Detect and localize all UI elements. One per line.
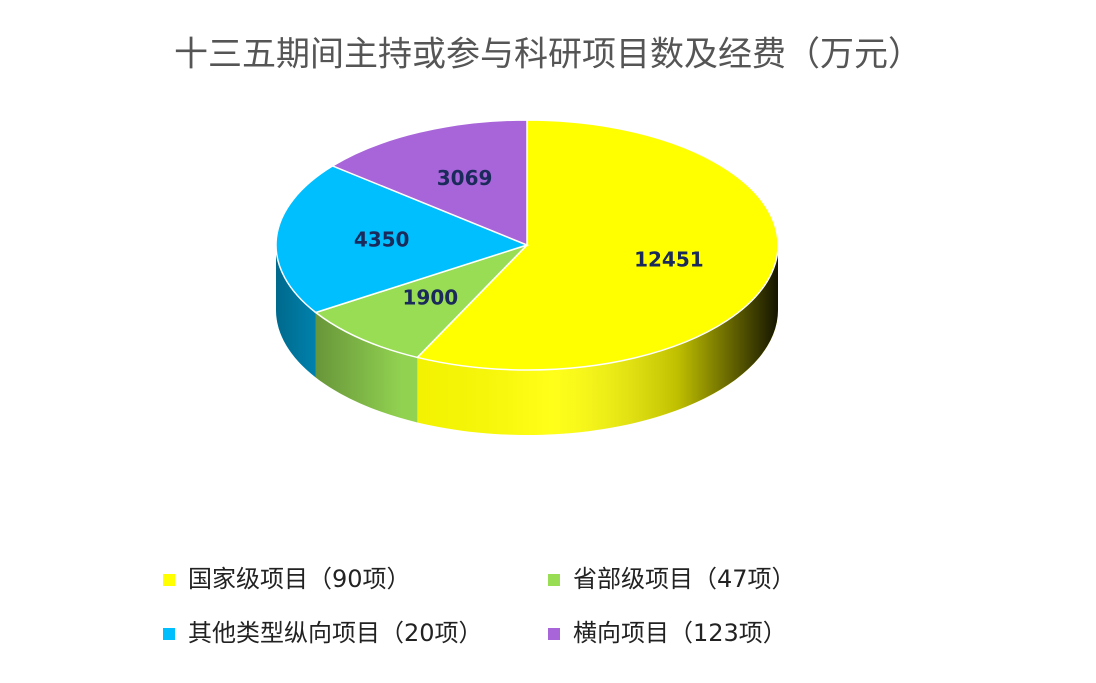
data-label: 3069 (437, 166, 493, 190)
legend-label: 国家级项目（90项） (188, 565, 411, 593)
legend-swatch (163, 574, 175, 586)
pie-slice (275, 165, 530, 314)
legend-swatch (548, 628, 560, 640)
chart-title: 十三五期间主持或参与科研项目数及经费（万元） (174, 35, 922, 75)
side-shade (276, 245, 778, 435)
pie-slice (415, 119, 779, 371)
legend-swatch (163, 628, 175, 640)
pie-slice (330, 119, 528, 247)
legend-label: 横向项目（123项） (573, 619, 787, 647)
legend-label: 省部级项目（47项） (573, 565, 796, 593)
legend-label: 其他类型纵向项目（20项） (188, 619, 483, 647)
pie-slice (314, 244, 528, 359)
legend-swatch (548, 574, 560, 586)
data-label: 12451 (634, 248, 704, 272)
data-label: 4350 (354, 227, 410, 251)
data-label: 1900 (402, 286, 458, 310)
